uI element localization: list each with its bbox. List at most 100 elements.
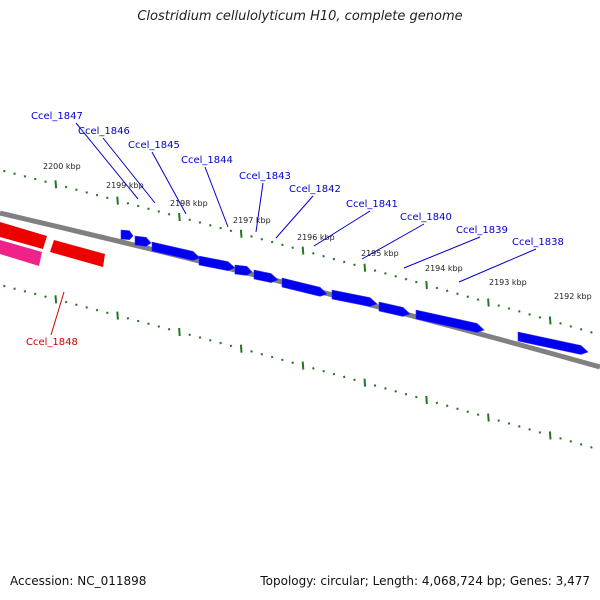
gene-label: Ccel_1848 <box>26 337 78 348</box>
scale-tick <box>178 327 181 337</box>
scale-tick <box>363 263 367 272</box>
gene-arrow-forward <box>198 255 236 271</box>
scale-tick <box>353 378 356 382</box>
scale-tick <box>147 207 150 211</box>
scale-tick <box>476 413 480 416</box>
gene-arrow-reverse <box>0 222 47 249</box>
scale-tick <box>85 191 88 194</box>
scale-tick <box>342 375 346 379</box>
scale-tick <box>33 292 37 296</box>
scale-tick <box>106 311 109 315</box>
scale-tick <box>188 218 191 222</box>
leader-line <box>458 248 537 283</box>
scale-tick <box>384 387 387 390</box>
leader-line <box>275 195 314 239</box>
scale-tick <box>590 331 593 334</box>
gene-label: Ccel_1847 <box>31 111 83 122</box>
scale-tick <box>250 235 253 238</box>
scale-tick <box>559 322 562 325</box>
scale-tick <box>466 295 470 298</box>
scale-tick <box>528 313 531 316</box>
scale-tick <box>518 425 521 428</box>
scale-tick <box>239 229 243 238</box>
scale-tick <box>435 286 439 290</box>
scale-tick <box>497 419 500 422</box>
gene-arrow-forward <box>378 301 411 317</box>
scale-ticks-lower <box>3 284 593 449</box>
scale-tick <box>167 212 171 216</box>
scale-label: 2193 kbp <box>489 278 527 287</box>
gene-arrow-forward <box>134 235 152 247</box>
scale-tick <box>270 240 274 244</box>
scale-tick <box>487 413 490 422</box>
scale-tick <box>167 327 171 331</box>
leader-line <box>361 223 425 260</box>
scale-tick <box>507 422 511 425</box>
scale-tick <box>415 280 418 284</box>
scale-tick <box>13 172 16 175</box>
accession-text: Accession: NC_011898 <box>10 574 147 588</box>
scale-tick <box>209 224 212 227</box>
leader-line <box>204 166 229 228</box>
scale-tick <box>126 316 130 320</box>
gene-arrow-forward <box>234 264 253 276</box>
scale-tick <box>281 358 284 362</box>
gene-label: Ccel_1843 <box>239 171 291 182</box>
scale-tick <box>425 395 428 405</box>
genome-summary-text: Topology: circular; Length: 4,068,724 bp… <box>260 574 590 588</box>
scale-tick <box>301 246 305 255</box>
scale-tick <box>363 378 367 387</box>
gene-arrow-forward <box>415 309 485 333</box>
scale-tick <box>415 395 418 399</box>
scale-tick <box>229 229 233 233</box>
scale-tick <box>456 292 459 296</box>
scale-labels: 2200 kbp 2199 kbp 2198 kbp 2197 kbp 2196 kbp… <box>43 162 592 301</box>
scale-tick <box>188 333 191 337</box>
scale-tick <box>445 289 449 293</box>
scale-tick <box>95 193 99 197</box>
scale-tick <box>425 280 428 290</box>
leader-line <box>75 122 139 200</box>
scale-tick <box>569 440 573 443</box>
scale-tick <box>116 311 119 320</box>
gene-arrow-forward <box>517 331 589 355</box>
scale-tick <box>538 431 542 434</box>
scale-tick <box>487 298 490 307</box>
scale-tick <box>260 352 264 356</box>
scale-tick <box>229 344 233 348</box>
scale-label: 2198 kbp <box>170 199 208 208</box>
scale-label: 2196 kbp <box>297 233 335 242</box>
scale-tick <box>404 392 408 396</box>
gene-arrow-forward <box>331 289 378 307</box>
scale-tick <box>270 355 274 359</box>
label-leader-lines <box>50 122 537 336</box>
gene-arrow-forward <box>120 229 134 241</box>
scale-tick <box>579 443 583 446</box>
scale-tick <box>23 290 27 293</box>
scale-tick <box>548 431 552 440</box>
scale-tick <box>291 361 294 364</box>
scale-tick <box>497 304 500 307</box>
scale-tick <box>219 341 222 345</box>
scale-tick <box>548 316 552 325</box>
scale-tick <box>116 196 119 205</box>
scale-tick <box>590 446 593 449</box>
gene-arrow-forward <box>253 269 279 283</box>
scale-tick <box>312 367 315 370</box>
scale-tick <box>198 221 202 224</box>
scale-tick <box>147 322 150 326</box>
scale-tick <box>95 308 99 312</box>
gene-label: Ccel_1844 <box>181 155 233 166</box>
scale-tick <box>75 303 78 307</box>
gene-arrow-reverse <box>0 240 42 266</box>
scale-tick <box>157 325 161 328</box>
scale-tick <box>136 204 140 208</box>
leader-line <box>151 151 187 215</box>
scale-tick <box>33 177 37 181</box>
scale-label: 2199 kbp <box>106 181 144 190</box>
scale-label: 2200 kbp <box>43 162 81 171</box>
scale-tick <box>332 257 336 261</box>
scale-tick <box>219 226 222 230</box>
